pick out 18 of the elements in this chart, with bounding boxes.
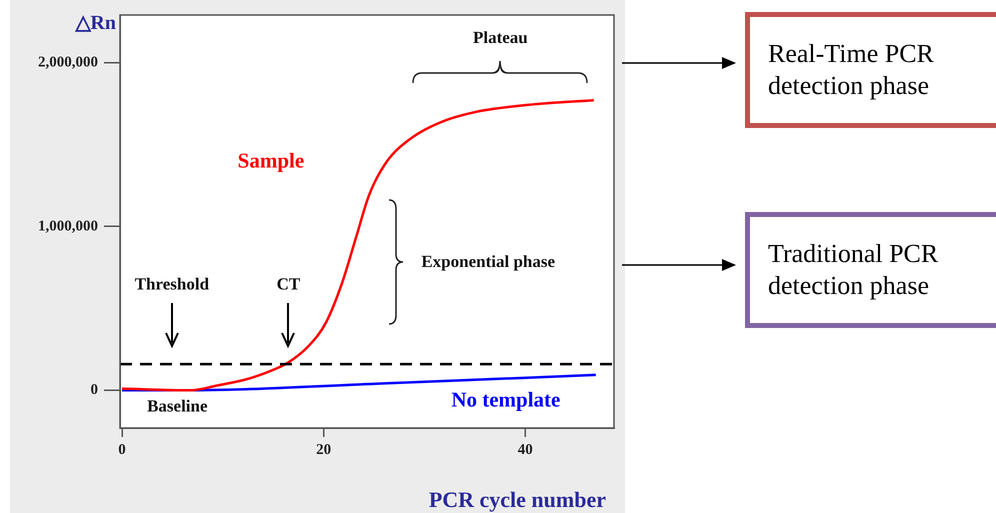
annotation: Exponential phase [421, 252, 556, 271]
y-tick-label: 2,000,000 [38, 54, 98, 70]
x-axis-title: PCR cycle number [428, 487, 606, 512]
x-tick-label: 0 [118, 442, 126, 458]
x-tick-label: 40 [518, 442, 533, 458]
series-label: No template [451, 387, 560, 412]
y-tick-label: 1,000,000 [38, 218, 98, 234]
annotation: Baseline [147, 396, 208, 416]
annotation: Plateau [472, 28, 528, 47]
y-tick-label: 0 [90, 382, 98, 398]
text: Traditional PCR detection phase [745, 212, 996, 328]
text: Real-Time PCR detection phase [745, 12, 996, 128]
annotation: CT [276, 274, 301, 294]
annotation: Threshold [134, 274, 210, 294]
text: Sample [238, 148, 304, 172]
y-axis-title: △Rn [74, 12, 116, 34]
line-series [120, 98, 596, 392]
x-tick-label: 20 [316, 442, 332, 458]
